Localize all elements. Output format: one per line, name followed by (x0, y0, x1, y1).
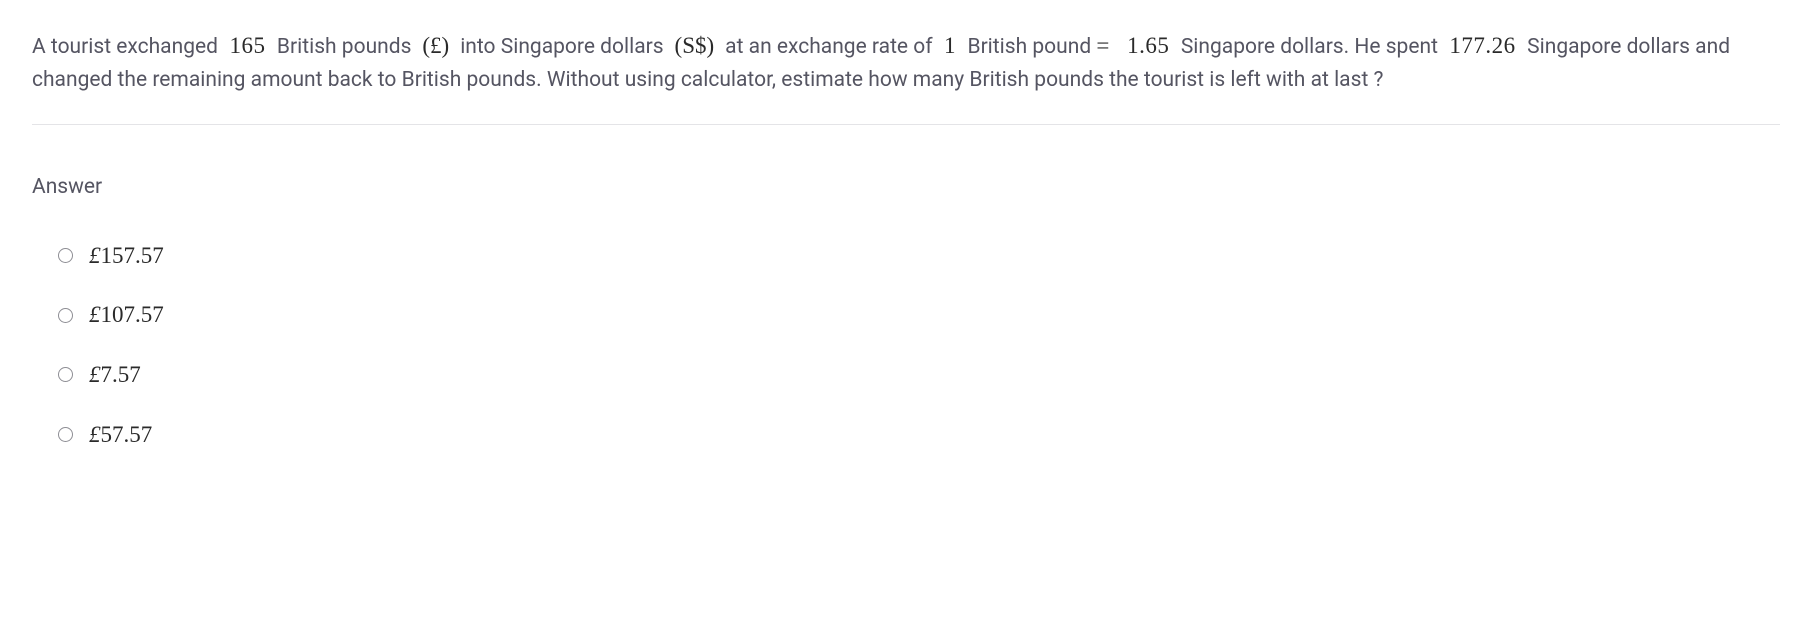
answer-option-0[interactable]: £157.57 (58, 238, 1780, 274)
question-text: A tourist exchanged 165 British pounds (… (32, 28, 1780, 96)
section-divider (32, 124, 1780, 125)
answer-option-1[interactable]: £107.57 (58, 297, 1780, 333)
option-label: £7.57 (89, 357, 141, 393)
question-number: 1 (938, 33, 963, 58)
question-part: British pound (967, 35, 1096, 59)
question-part: at an exchange rate of (725, 35, 938, 59)
question-part: into Singapore dollars (460, 35, 669, 59)
question-math: (S$) (669, 33, 720, 58)
answer-label: Answer (32, 171, 1780, 204)
question-part: A tourist exchanged (32, 35, 223, 59)
option-label: £107.57 (89, 297, 164, 333)
radio-icon (58, 427, 73, 442)
question-part: Singapore dollars. He spent (1181, 35, 1443, 59)
question-part: British pounds (277, 35, 417, 59)
question-number: 165 (223, 33, 272, 58)
question-number: 177.26 (1443, 33, 1522, 58)
answer-option-2[interactable]: £7.57 (58, 357, 1780, 393)
question-math: (£) (417, 33, 455, 58)
question-math: = (1096, 33, 1109, 58)
answer-options: £157.57 £107.57 £7.57 £57.57 (32, 238, 1780, 453)
radio-icon (58, 308, 73, 323)
question-number: 1.65 (1115, 33, 1176, 58)
radio-icon (58, 367, 73, 382)
option-label: £57.57 (89, 417, 152, 453)
answer-option-3[interactable]: £57.57 (58, 417, 1780, 453)
option-label: £157.57 (89, 238, 164, 274)
radio-icon (58, 248, 73, 263)
